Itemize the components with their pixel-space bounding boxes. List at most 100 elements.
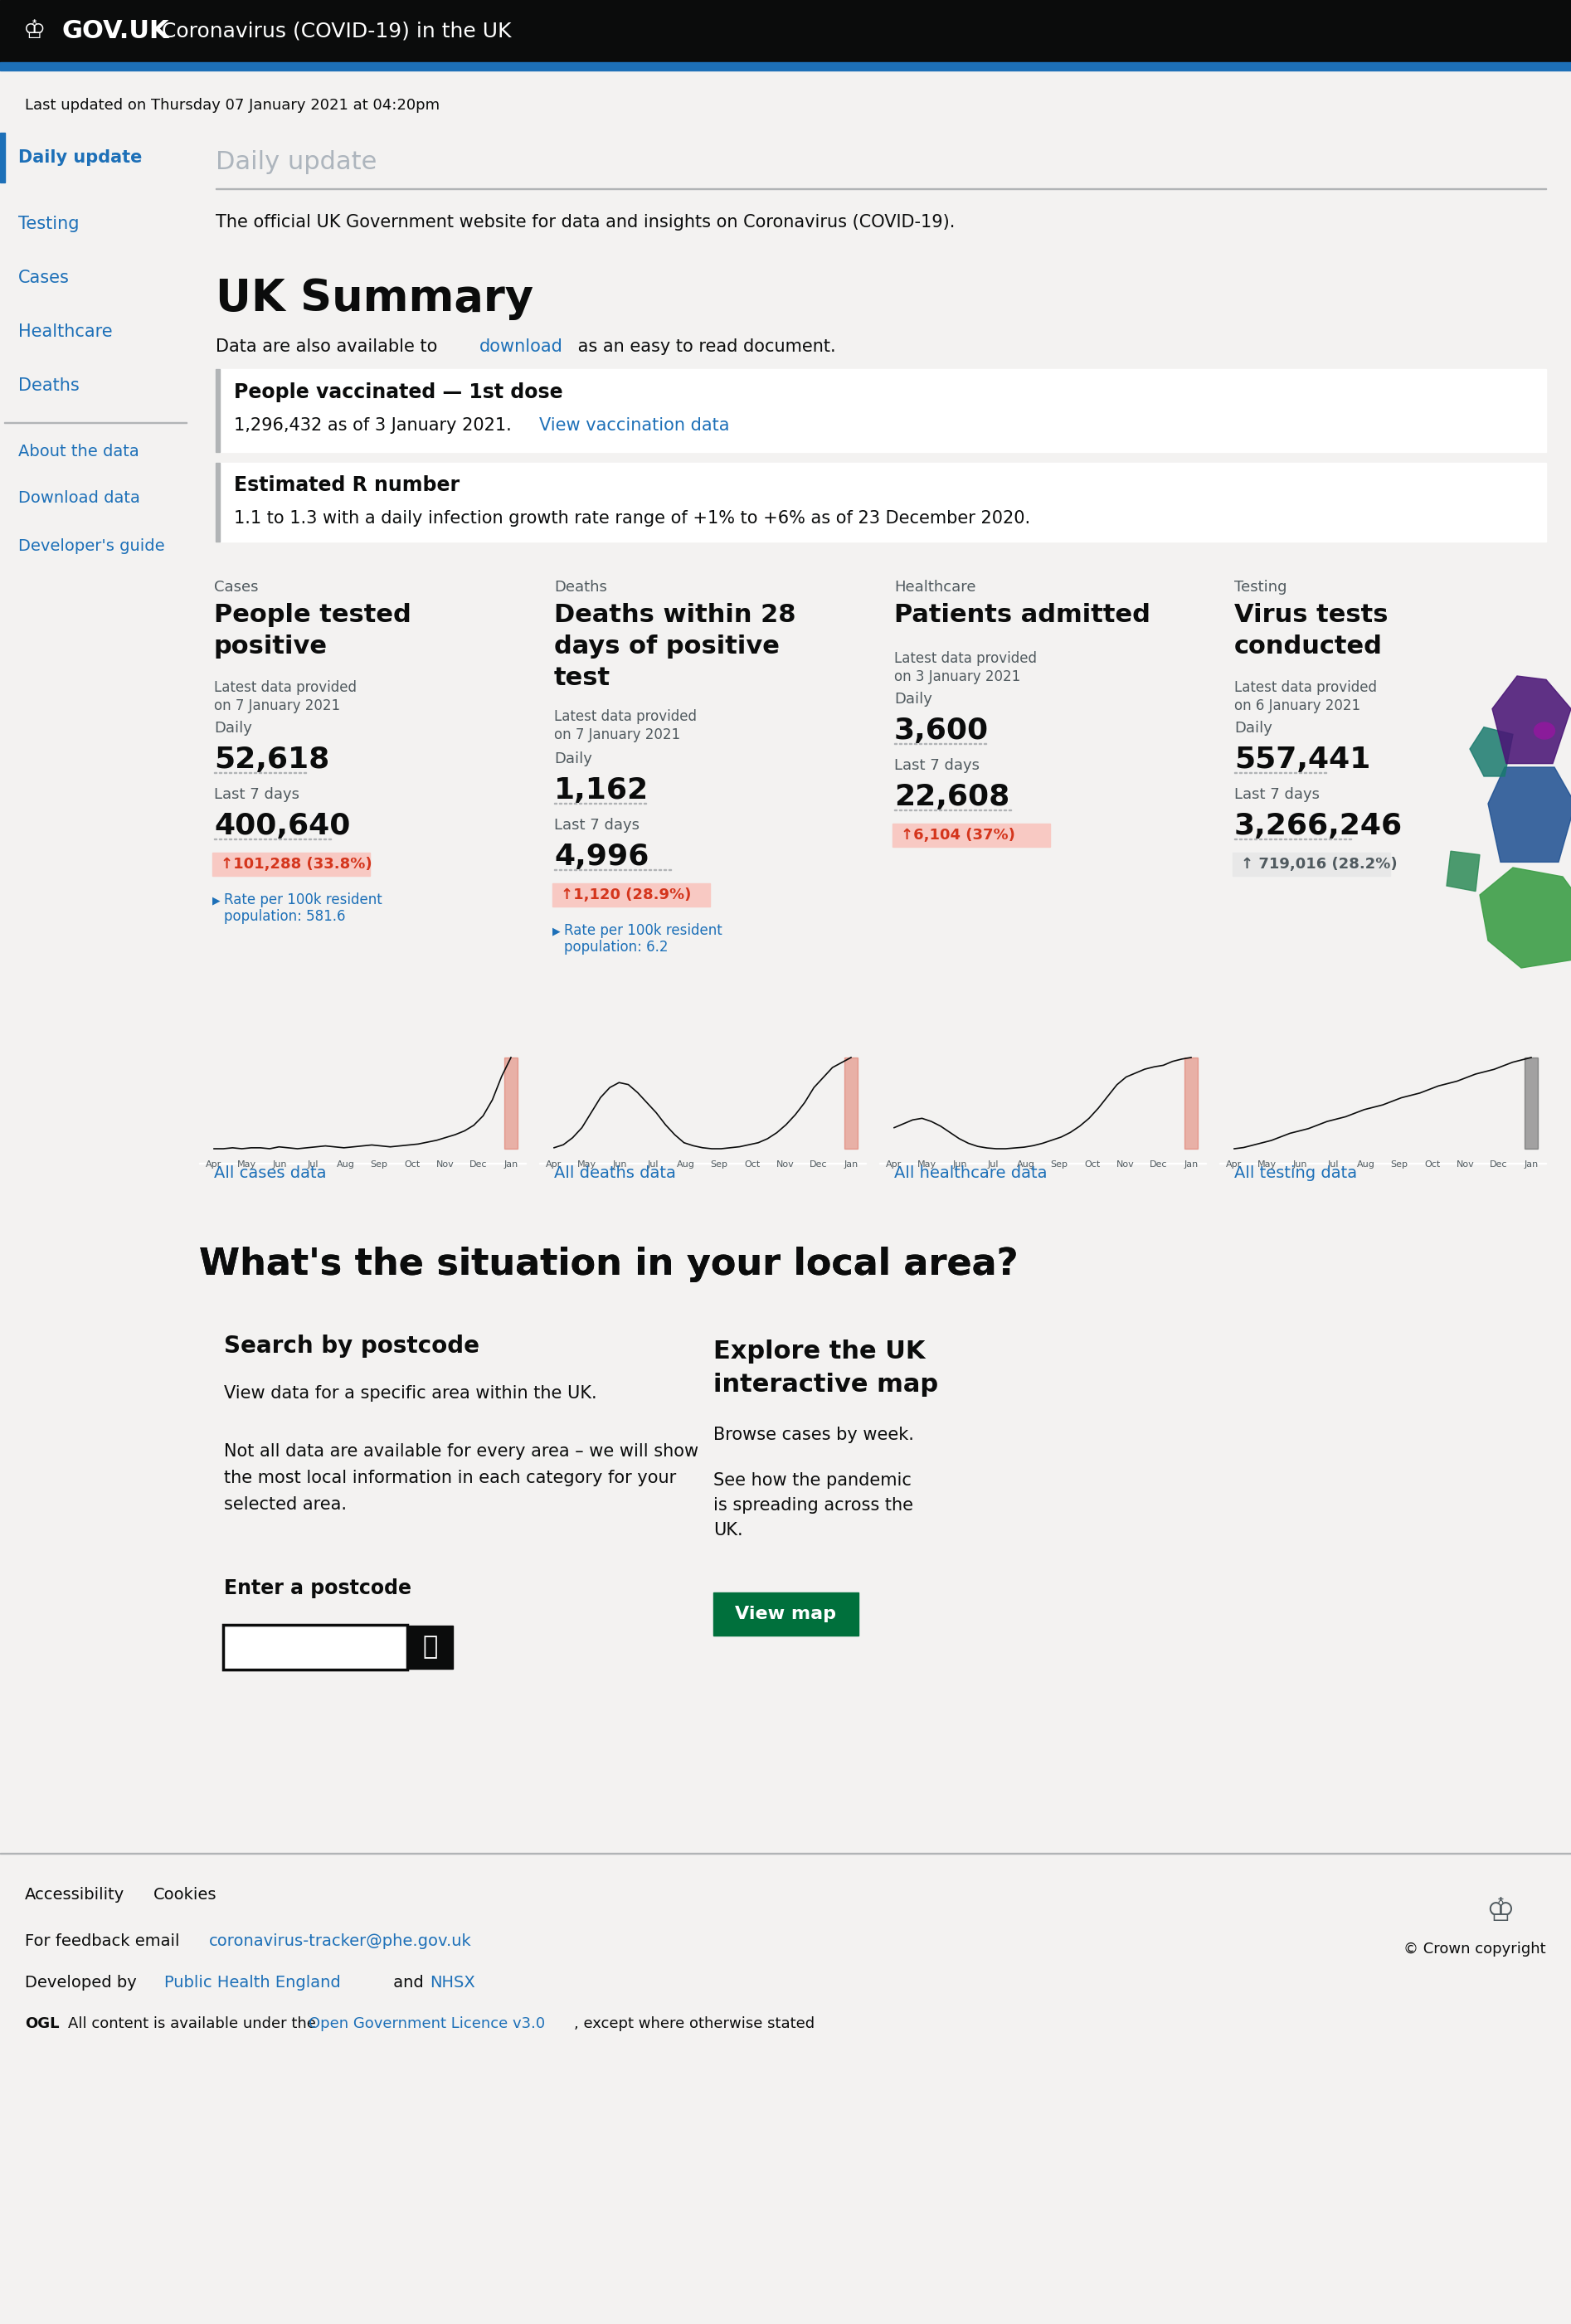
Text: population: 6.2: population: 6.2 [564,939,668,955]
Text: Sep: Sep [1390,1160,1408,1169]
Bar [0,63,1571,70]
Ellipse shape [1535,723,1555,739]
Text: Nov: Nov [435,1160,454,1169]
Text: Testing: Testing [1235,579,1287,595]
Text: Not all data are available for every area – we will show: Not all data are available for every are… [225,1443,699,1459]
Polygon shape [1480,867,1571,967]
Text: Cases: Cases [19,270,69,286]
Text: Daily update: Daily update [215,149,377,174]
Text: Nov: Nov [1456,1160,1474,1169]
Text: Oct: Oct [404,1160,419,1169]
Bar [539,565,866,1185]
Text: Jul: Jul [1327,1160,1338,1169]
Text: 557,441: 557,441 [1235,746,1370,774]
Text: May: May [578,1160,597,1169]
Text: conducted: conducted [1235,634,1382,660]
Bar [504,1057,517,1148]
Bar [408,1627,452,1669]
Text: Open Government Licence v3.0: Open Government Licence v3.0 [308,2017,545,2031]
Bar [200,565,526,1185]
Text: Jul: Jul [308,1160,319,1169]
Text: 52,618: 52,618 [214,746,330,774]
Bar [212,853,369,876]
Polygon shape [1447,851,1480,892]
Text: Testing: Testing [19,216,79,232]
Bar [1219,565,1546,1185]
Text: on 7 January 2021: on 7 January 2021 [555,727,680,741]
Text: the most local information in each category for your: the most local information in each categ… [225,1469,676,1487]
Text: GOV.UK: GOV.UK [63,19,170,44]
Text: Sep: Sep [371,1160,388,1169]
Text: Daily: Daily [555,751,592,767]
Text: View data for a specific area within the UK.: View data for a specific area within the… [225,1385,597,1401]
Text: coronavirus-tracker@phe.gov.uk: coronavirus-tracker@phe.gov.uk [209,1934,471,1950]
Text: Virus tests: Virus tests [1235,604,1389,627]
Bar [880,565,1207,1185]
Text: © Crown copyright: © Crown copyright [1404,1941,1546,1957]
Text: All testing data: All testing data [1235,1167,1357,1181]
Text: People tested: People tested [214,604,412,627]
Text: Daily: Daily [214,720,251,737]
Text: as an easy to read document.: as an easy to read document. [572,339,836,356]
Text: positive: positive [214,634,328,660]
Text: Coronavirus (COVID-19) in the UK: Coronavirus (COVID-19) in the UK [162,21,512,42]
Bar [215,370,1546,453]
Text: ▶: ▶ [553,925,561,937]
Bar [1233,853,1390,876]
Text: test: test [555,667,611,690]
Text: Last 7 days: Last 7 days [555,818,639,832]
Text: Patients admitted: Patients admitted [894,604,1150,627]
Text: OGL: OGL [25,2017,60,2031]
Bar [553,883,710,906]
Text: Dec: Dec [809,1160,826,1169]
Bar [225,1627,407,1669]
Text: Healthcare: Healthcare [19,323,113,339]
Text: on 6 January 2021: on 6 January 2021 [1235,697,1360,713]
Text: Nov: Nov [776,1160,793,1169]
Text: 3,600: 3,600 [894,716,988,744]
Text: ⌕: ⌕ [423,1636,438,1659]
Bar [892,823,1049,846]
Text: View vaccination data: View vaccination data [539,418,729,435]
Text: Oct: Oct [1425,1160,1441,1169]
Text: Aug: Aug [336,1160,355,1169]
Bar [1185,1057,1197,1148]
Text: Jan: Jan [1524,1160,1538,1169]
Text: Aug: Aug [1357,1160,1375,1169]
Text: Aug: Aug [677,1160,694,1169]
Text: Jun: Jun [273,1160,287,1169]
Bar [215,462,220,541]
Text: Daily: Daily [1235,720,1273,737]
Text: 1.1 to 1.3 with a daily infection growth rate range of +1% to +6% as of 23 Decem: 1.1 to 1.3 with a daily infection growth… [234,509,1031,528]
Text: Jun: Jun [954,1160,968,1169]
Text: See how the pandemic: See how the pandemic [713,1471,911,1490]
Text: Daily update: Daily update [19,149,141,165]
Text: Jan: Jan [1185,1160,1199,1169]
Text: Last 7 days: Last 7 days [894,758,980,774]
Text: Dec: Dec [1489,1160,1507,1169]
Text: Aug: Aug [1016,1160,1035,1169]
Text: All cases data: All cases data [214,1167,327,1181]
Text: People vaccinated — 1st dose: People vaccinated — 1st dose [234,383,562,402]
Text: ♔: ♔ [1486,1896,1514,1927]
Bar [1524,1057,1538,1148]
Bar [0,132,5,184]
Text: For feedback email: For feedback email [25,1934,185,1950]
Text: ↑101,288 (33.8%): ↑101,288 (33.8%) [220,858,372,872]
Polygon shape [1492,676,1571,765]
Text: What's the situation in your local area?: What's the situation in your local area? [200,1248,1018,1283]
Text: Dec: Dec [470,1160,487,1169]
Text: Latest data provided: Latest data provided [894,651,1037,667]
Text: on 3 January 2021: on 3 January 2021 [894,669,1021,683]
Text: UK.: UK. [713,1522,743,1538]
Text: NHSX: NHSX [429,1975,474,1989]
Text: Nov: Nov [1115,1160,1134,1169]
Text: Daily: Daily [894,693,932,706]
Text: Jun: Jun [1293,1160,1307,1169]
Text: What's the situation in your local area?: What's the situation in your local area? [200,1248,1018,1283]
Text: Apr: Apr [206,1160,222,1169]
Bar [713,1592,858,1636]
Bar [215,370,220,453]
Text: Latest data provided: Latest data provided [555,709,698,725]
Text: Explore the UK: Explore the UK [713,1341,925,1364]
